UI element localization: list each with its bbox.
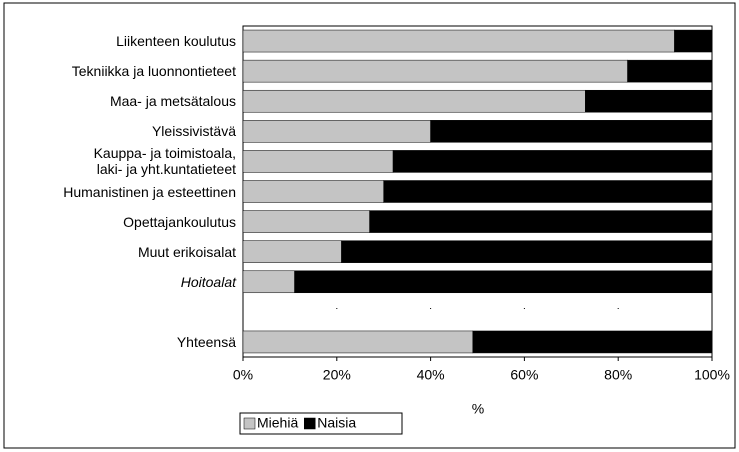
bar-segment: [472, 330, 713, 354]
bar-segment: [242, 89, 586, 113]
bar-segment: [294, 270, 713, 294]
category-label: Muut erikoisalat: [137, 243, 236, 260]
category-label: Kauppa- ja toimistoala, laki- ja yht.kun…: [93, 145, 236, 178]
bar-segment: [674, 29, 713, 53]
legend-box: [239, 412, 403, 435]
bar-segment: [242, 210, 370, 233]
category-label: Hoitoalat: [180, 273, 236, 290]
category-label: Yhteensä: [176, 333, 236, 350]
bar-segment: [369, 210, 713, 233]
bar-segment: [242, 29, 675, 53]
category-label: Yleissivistävä: [151, 123, 236, 140]
bar-segment: [242, 180, 384, 203]
x-tick-label: 40%: [417, 367, 445, 383]
bar-segment: [392, 150, 713, 173]
x-tick-label: 20%: [323, 367, 351, 383]
legend-label: Naisia: [317, 415, 356, 431]
bar-segment: [430, 120, 713, 143]
category-label: Liikenteen koulutus: [116, 33, 236, 50]
x-tick-label: 80%: [604, 367, 632, 383]
x-tick-label: 100%: [694, 367, 730, 383]
bar-segment: [627, 59, 713, 83]
bar-segment: [242, 330, 474, 354]
legend-swatch: [243, 417, 256, 430]
legend-label: Miehiä: [257, 415, 298, 431]
bar-segment: [242, 270, 295, 294]
bar-segment: [242, 240, 342, 263]
category-label: Opettajankoulutus: [123, 213, 236, 230]
bar-segment: [242, 150, 394, 173]
category-label: Tekniikka ja luonnontieteet: [71, 63, 236, 80]
bar-segment: [341, 240, 713, 263]
category-label: Humanistinen ja esteettinen: [63, 183, 236, 200]
bar-segment: [585, 89, 713, 113]
x-tick-label: 60%: [510, 367, 538, 383]
bar-segment: [242, 59, 628, 83]
x-axis-label: %: [472, 401, 484, 417]
x-tick-label: 0%: [233, 367, 253, 383]
bar-segment: [242, 120, 431, 143]
bar-segment: [383, 180, 713, 203]
legend-swatch: [304, 417, 316, 430]
category-label: Maa- ja metsätalous: [109, 93, 236, 110]
frame: [3, 2, 736, 449]
